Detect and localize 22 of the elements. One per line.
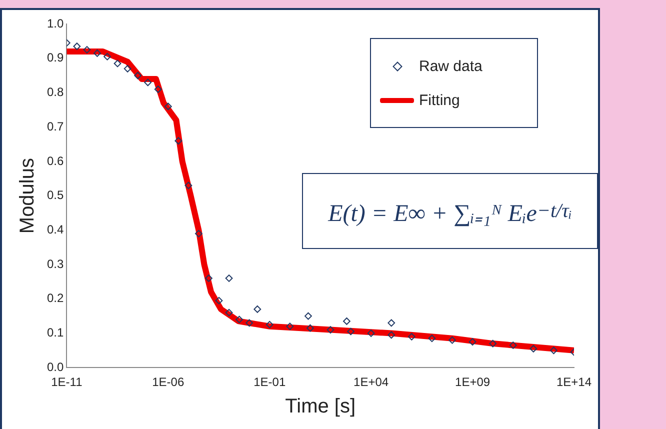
annotation: E(t) = E∞ + ∑ᵢ₌₁ᴺ Eᵢe$^{−t/τᵢ}$	[302, 173, 598, 249]
y-tick-label: 0.3	[46, 256, 64, 271]
y-tick-label: 0.8	[46, 85, 64, 100]
y-tick-label: 1.0	[46, 16, 64, 30]
y-tick-label: 0.5	[46, 188, 64, 202]
y-tick-label: 0.6	[46, 154, 64, 168]
legend-label: Raw data	[419, 58, 482, 74]
y-tick-label: 0.7	[46, 119, 64, 134]
x-tick-label: 1E+14	[556, 375, 592, 390]
x-tick-label: 1E+09	[455, 375, 490, 390]
x-tick-label: 1E+04	[354, 375, 389, 390]
legend-label: Fitting	[419, 92, 460, 108]
x-tick-label: 1E-06	[152, 375, 184, 390]
y-tick-label: 0.4	[46, 222, 64, 236]
x-tick-label: 1E-01	[254, 375, 286, 390]
x-tick-label: 1E-11	[51, 375, 83, 390]
y-axis-title: Modulus	[16, 158, 39, 234]
y-tick-label: 0.1	[46, 326, 64, 340]
y-tick-label: 0.9	[46, 50, 64, 65]
y-tick-label: 0.2	[46, 291, 64, 306]
x-axis-title: Time [s]	[285, 396, 356, 418]
y-tick-label: 0.0	[46, 360, 64, 374]
